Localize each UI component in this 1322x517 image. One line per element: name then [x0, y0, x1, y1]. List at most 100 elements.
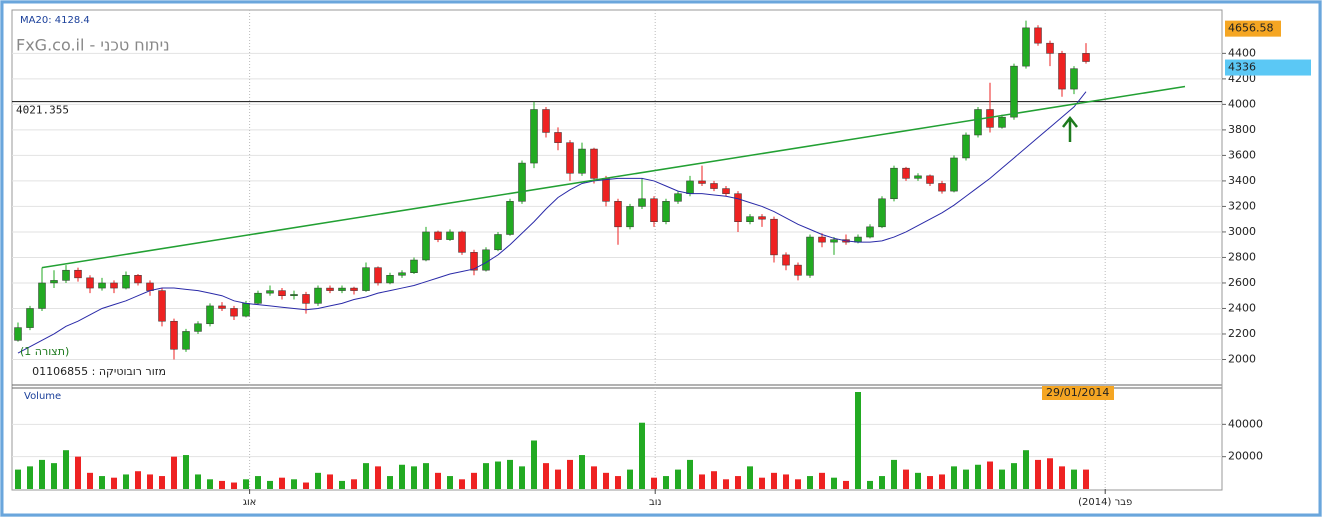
- candle-body: [1058, 53, 1066, 90]
- volume-bar: [627, 469, 633, 489]
- volume-bar: [111, 477, 117, 489]
- candle-body: [962, 134, 970, 159]
- y-tick-label: 3600: [1228, 148, 1256, 161]
- y-tick-label: 3200: [1228, 199, 1256, 212]
- candle-body: [806, 236, 814, 276]
- volume-bar: [15, 469, 21, 489]
- volume-bar: [387, 476, 393, 489]
- candle-body: [662, 201, 670, 222]
- candle-body: [482, 249, 490, 271]
- candle-body: [746, 216, 754, 222]
- volume-bar: [291, 479, 297, 489]
- plot-area: [11, 9, 1223, 491]
- volume-bar: [891, 459, 897, 489]
- volume-bar: [195, 474, 201, 489]
- support-label: 4021.355: [16, 104, 69, 117]
- volume-bar: [915, 472, 921, 489]
- candle-body: [1070, 68, 1078, 90]
- volume-bar: [399, 464, 405, 489]
- candle-body: [302, 294, 310, 304]
- volume-bar: [711, 471, 717, 489]
- volume-bar: [183, 455, 189, 489]
- candle-body: [338, 287, 346, 291]
- candle-body: [734, 193, 742, 222]
- volume-bar: [231, 482, 237, 489]
- volume-bar: [831, 477, 837, 489]
- volume-bar: [471, 472, 477, 489]
- candle-body: [122, 275, 130, 289]
- volume-bar: [555, 469, 561, 489]
- volume-bar: [87, 472, 93, 489]
- candle-body: [158, 290, 166, 322]
- candle-body: [638, 198, 646, 207]
- candle-body: [314, 287, 322, 304]
- volume-bar: [1059, 466, 1065, 489]
- candle-body: [866, 226, 874, 238]
- candle-body: [230, 308, 238, 317]
- candle-body: [278, 290, 286, 296]
- candle-body: [206, 305, 214, 325]
- candle-body: [566, 142, 574, 174]
- candle-body: [1022, 27, 1030, 67]
- candle-body: [950, 157, 958, 192]
- volume-bar: [615, 476, 621, 489]
- volume-bar: [1083, 469, 1089, 489]
- volume-bar: [1071, 469, 1077, 489]
- candle-body: [530, 109, 538, 164]
- volume-bar: [999, 469, 1005, 489]
- candle-body: [506, 201, 514, 235]
- y-tick-label: 4400: [1228, 46, 1256, 59]
- volume-bar: [519, 466, 525, 489]
- volume-bar: [171, 456, 177, 489]
- volume-bar: [219, 480, 225, 489]
- candle-body: [170, 320, 178, 350]
- volume-bar: [855, 392, 861, 489]
- candle-body: [98, 282, 106, 289]
- volume-bar: [279, 477, 285, 489]
- volume-bar: [927, 476, 933, 489]
- candle-body: [374, 267, 382, 284]
- volume-bar: [1035, 459, 1041, 489]
- volume-bar: [255, 476, 261, 489]
- candle-body: [110, 282, 118, 289]
- volume-bar: [339, 480, 345, 489]
- y-tick-label: 3000: [1228, 225, 1256, 238]
- y-tick-label: 2800: [1228, 250, 1256, 263]
- candle-body: [590, 148, 598, 179]
- candle-body: [326, 287, 334, 291]
- ma-label: MA20: 4128.4: [20, 15, 90, 26]
- volume-bar: [543, 463, 549, 489]
- candle-body: [542, 109, 550, 133]
- volume-bar: [747, 466, 753, 489]
- candle-body: [614, 201, 622, 228]
- candle-body: [50, 280, 58, 284]
- candle-body: [1034, 27, 1042, 44]
- arrow: [1062, 115, 1078, 142]
- last-price-tag-bg: [1225, 59, 1311, 76]
- volume-bar: [903, 469, 909, 489]
- volume-bar: [159, 476, 165, 489]
- candle-body: [434, 231, 442, 240]
- volume-bar: [495, 461, 501, 489]
- candle-body: [386, 275, 394, 284]
- candle-body: [26, 308, 34, 328]
- volume-bar: [123, 474, 129, 489]
- security-label: מזור רובוטיקה : 01106855: [32, 365, 166, 378]
- volume-bar: [531, 440, 537, 489]
- candle-body: [1010, 65, 1018, 118]
- candle-body: [86, 277, 94, 289]
- pattern-label: (תצורה 1): [20, 345, 69, 358]
- candle-body: [878, 198, 886, 228]
- y-tick-label: 3800: [1228, 123, 1256, 136]
- candle-body: [770, 218, 778, 256]
- candle-body: [830, 239, 838, 243]
- volume-bar: [435, 472, 441, 489]
- volume-bar: [459, 479, 465, 489]
- y-tick-label: 2000: [1228, 352, 1256, 365]
- volume-bar: [411, 466, 417, 489]
- x-tick-label: (2014) פבר: [1078, 497, 1132, 508]
- y-tick-label: 20000: [1228, 450, 1263, 463]
- candle-body: [242, 303, 250, 317]
- volume-bar: [591, 466, 597, 489]
